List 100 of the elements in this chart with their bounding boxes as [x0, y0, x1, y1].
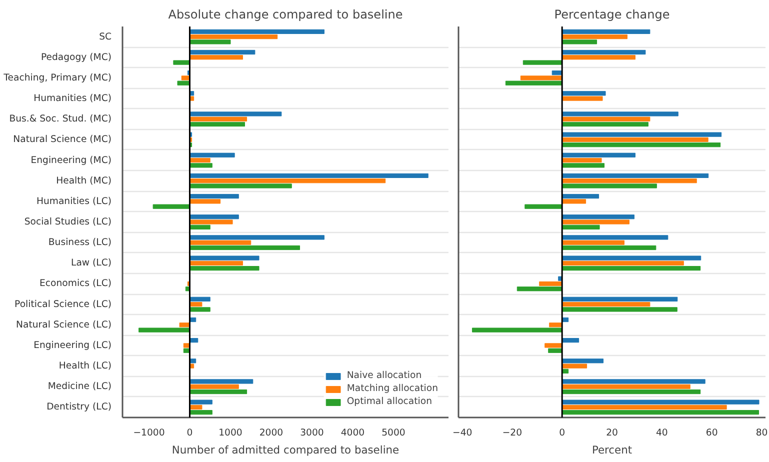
- bar: [562, 116, 650, 122]
- x-axis-title: Number of admitted compared to baseline: [172, 444, 400, 456]
- x-tick-label: 0: [186, 428, 193, 438]
- bar: [189, 260, 243, 266]
- bar: [539, 281, 562, 286]
- bar: [562, 137, 708, 142]
- bar: [189, 40, 231, 44]
- bar: [189, 379, 254, 384]
- bar: [520, 76, 562, 80]
- bar: [562, 152, 636, 158]
- y-tick-label: Health (LC): [58, 360, 112, 372]
- bar: [189, 194, 239, 199]
- bar: [562, 40, 598, 44]
- x-tick-label: −40: [452, 428, 472, 438]
- bar: [562, 384, 690, 389]
- x-tick-label: 20: [606, 428, 618, 438]
- y-tick-label: Business (LC): [48, 237, 112, 248]
- bar: [189, 116, 248, 122]
- bar: [189, 266, 260, 271]
- bar: [562, 302, 650, 307]
- bar: [472, 328, 562, 332]
- bar: [562, 55, 636, 60]
- bar: [189, 173, 428, 178]
- bar: [562, 50, 646, 55]
- x-tick-label: 60: [706, 428, 718, 438]
- legend-label: Naive allocation: [346, 370, 422, 381]
- bar: [562, 29, 650, 34]
- bar: [562, 404, 727, 410]
- x-tick-label: 80: [756, 428, 768, 438]
- bar: [562, 173, 709, 178]
- x-tick-label: 4000: [340, 428, 365, 438]
- bar: [189, 184, 292, 188]
- bar: [562, 194, 600, 199]
- bar: [189, 302, 202, 307]
- bar: [562, 338, 580, 343]
- bar: [189, 158, 210, 163]
- x-tick-label: −1000: [133, 428, 165, 438]
- bar: [179, 322, 190, 328]
- bar: [189, 404, 202, 410]
- bar: [562, 184, 657, 188]
- bar: [524, 204, 562, 209]
- bar: [562, 112, 678, 116]
- legend-label: Optimal allocation: [346, 396, 432, 407]
- bar: [562, 142, 721, 148]
- x-tick-label: 2000: [259, 428, 284, 438]
- bar: [189, 384, 239, 389]
- bar: [505, 80, 562, 86]
- y-tick-label: Medicine (LC): [48, 381, 112, 392]
- bar: [138, 328, 190, 332]
- bar: [562, 400, 760, 404]
- bar: [549, 322, 562, 328]
- bar: [189, 245, 300, 250]
- y-tick-label: Law (LC): [71, 258, 112, 269]
- bar: [562, 266, 701, 271]
- bar: [173, 60, 190, 65]
- y-tick-label: Dentistry (LC): [46, 402, 112, 413]
- bar: [562, 220, 630, 224]
- y-tick-label: Economics (LC): [40, 278, 112, 290]
- bar: [189, 235, 324, 240]
- bar: [562, 389, 701, 394]
- x-tick-label: 40: [656, 428, 668, 438]
- bar: [189, 55, 243, 60]
- y-tick-label: Natural Science (MC): [13, 134, 112, 146]
- y-tick-label: Humanities (LC): [36, 196, 112, 207]
- bar: [177, 80, 190, 86]
- legend-label: Matching allocation: [346, 383, 438, 394]
- y-tick-label: Political Science (LC): [14, 298, 112, 310]
- x-tick-label: 1000: [218, 428, 242, 438]
- bar: [562, 224, 600, 230]
- bar: [562, 158, 602, 163]
- bar: [562, 34, 628, 40]
- y-tick-label: Engineering (MC): [30, 154, 112, 166]
- y-tick-label: SC: [99, 31, 112, 42]
- bar: [189, 224, 210, 230]
- bar: [189, 410, 212, 415]
- y-tick-label: Bus.& Soc. Stud. (MC): [9, 114, 112, 125]
- bar: [189, 240, 252, 245]
- bar: [562, 256, 702, 260]
- bar: [152, 204, 190, 209]
- bar: [189, 112, 282, 116]
- y-tick-label: Humanities (MC): [34, 93, 112, 104]
- bar: [189, 220, 233, 224]
- bar: [522, 60, 562, 65]
- bar: [189, 29, 324, 34]
- bar: [562, 364, 588, 368]
- y-tick-label: Social Studies (LC): [24, 216, 112, 228]
- x-tick-label: −20: [502, 428, 522, 438]
- y-tick-label: Engineering (LC): [34, 340, 112, 351]
- bar: [562, 178, 697, 184]
- bar: [516, 286, 562, 292]
- bar: [544, 343, 562, 348]
- bar: [562, 122, 648, 127]
- x-tick-label: 0: [559, 428, 566, 438]
- bar: [189, 389, 248, 394]
- bar: [562, 245, 656, 250]
- bar: [562, 132, 722, 137]
- chart-title: Absolute change compared to baseline: [168, 8, 403, 22]
- bar: [189, 214, 239, 220]
- bar: [189, 122, 245, 127]
- bar: [562, 214, 634, 220]
